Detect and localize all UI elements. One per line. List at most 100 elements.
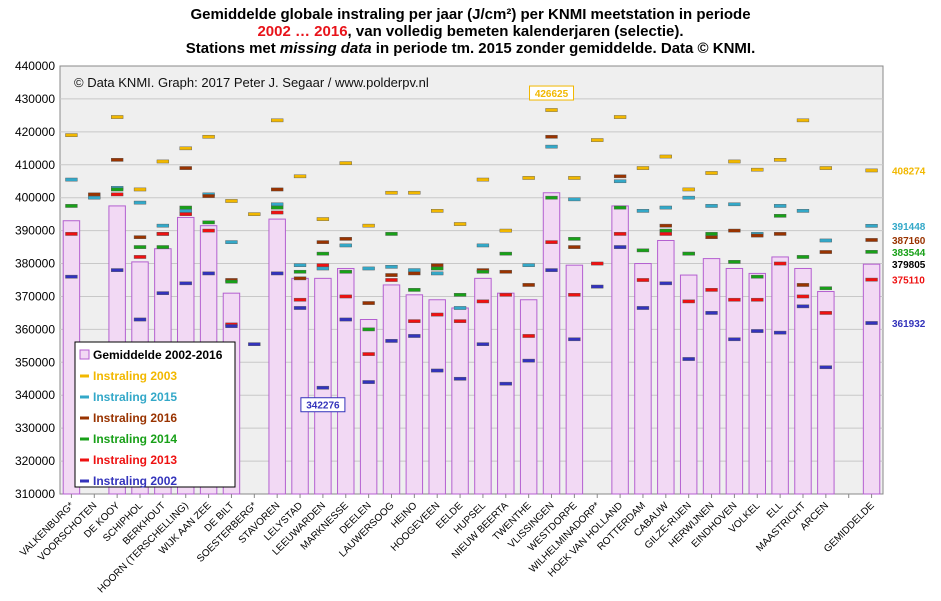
year-mark-2013 bbox=[659, 232, 672, 236]
legend-label: Instraling 2016 bbox=[93, 411, 177, 425]
year-mark-2014 bbox=[271, 205, 284, 210]
chart-title-line-2: 2002 … 2016, van volledig bemeten kalend… bbox=[0, 23, 941, 40]
year-mark-2016 bbox=[705, 235, 718, 240]
legend-label: Instraling 2013 bbox=[93, 453, 177, 467]
year-mark-2015 bbox=[293, 263, 307, 267]
legend-swatch-2003 bbox=[80, 374, 89, 378]
year-mark-2003 bbox=[408, 190, 421, 195]
year-mark-2016 bbox=[316, 240, 330, 244]
year-mark-2002 bbox=[636, 306, 650, 310]
year-mark-2015 bbox=[179, 209, 192, 213]
average-bar bbox=[474, 277, 492, 495]
year-mark-2014 bbox=[819, 286, 832, 291]
year-mark-2013 bbox=[133, 255, 147, 259]
legend-swatch-average bbox=[79, 349, 90, 360]
year-mark-2002 bbox=[865, 321, 878, 325]
year-mark-2002 bbox=[613, 245, 627, 249]
year-mark-2003 bbox=[865, 168, 878, 173]
year-mark-2013 bbox=[751, 297, 764, 302]
year-mark-2013 bbox=[453, 319, 467, 323]
year-mark-2003 bbox=[248, 212, 261, 216]
year-mark-2016 bbox=[202, 194, 215, 198]
value-label: 342276 bbox=[306, 401, 340, 412]
year-mark-2013 bbox=[339, 294, 352, 299]
year-mark-2002 bbox=[316, 385, 330, 390]
year-mark-2014 bbox=[773, 213, 787, 218]
year-mark-2002 bbox=[431, 368, 444, 373]
average-bar bbox=[794, 267, 812, 495]
year-mark-2013 bbox=[499, 293, 512, 297]
year-mark-2015 bbox=[796, 209, 810, 213]
y-tick-label: 370000 bbox=[15, 289, 55, 303]
right-value-label: 375110 bbox=[892, 276, 925, 287]
year-mark-2016 bbox=[545, 134, 558, 139]
average-bar bbox=[565, 264, 584, 495]
year-mark-2013 bbox=[271, 210, 284, 215]
value-labels: 426625 342276 bbox=[300, 85, 575, 413]
year-mark-2003 bbox=[613, 115, 627, 119]
average-bar bbox=[359, 319, 378, 495]
year-mark-2002 bbox=[133, 317, 147, 322]
year-mark-2003 bbox=[362, 223, 375, 228]
year-mark-2013 bbox=[819, 311, 832, 315]
year-mark-2003 bbox=[476, 177, 490, 182]
legend-label: Instraling 2014 bbox=[93, 432, 177, 446]
year-mark-2014 bbox=[225, 279, 238, 284]
legend-swatch-2002 bbox=[80, 479, 89, 483]
average-bar bbox=[337, 267, 355, 495]
year-mark-2003 bbox=[636, 166, 650, 170]
average-bar bbox=[611, 205, 629, 495]
y-tick-label: 310000 bbox=[15, 487, 55, 501]
year-mark-2002 bbox=[499, 381, 512, 386]
year-mark-2015 bbox=[316, 266, 330, 271]
year-mark-2014 bbox=[453, 293, 467, 297]
year-mark-2014 bbox=[179, 205, 192, 210]
year-mark-2014 bbox=[476, 269, 490, 274]
year-mark-2013 bbox=[476, 299, 490, 304]
y-tick-label: 360000 bbox=[15, 322, 55, 336]
year-mark-2014 bbox=[613, 205, 627, 210]
year-mark-2016 bbox=[179, 166, 192, 170]
year-mark-2015 bbox=[613, 179, 627, 184]
year-mark-2002 bbox=[568, 337, 581, 342]
year-mark-2016 bbox=[568, 245, 581, 249]
year-mark-2016 bbox=[659, 223, 672, 228]
year-mark-2016 bbox=[773, 232, 787, 236]
year-mark-2003 bbox=[659, 154, 672, 159]
year-mark-2002 bbox=[476, 342, 490, 347]
year-mark-2013 bbox=[65, 232, 78, 236]
year-mark-2002 bbox=[453, 376, 467, 381]
year-mark-2002 bbox=[65, 274, 78, 279]
year-mark-2002 bbox=[705, 311, 718, 315]
year-mark-2002 bbox=[591, 284, 604, 289]
y-axis: 310000 320000 330000 340000 350000 360000 3700… bbox=[15, 59, 55, 501]
year-mark-2016 bbox=[385, 273, 398, 277]
value-label-box bbox=[300, 397, 346, 413]
year-mark-2013 bbox=[865, 277, 878, 282]
title-line-2-rest: , van volledig bemeten kalenderjaren (se… bbox=[347, 23, 684, 40]
year-mark-2015 bbox=[431, 271, 444, 276]
year-mark-2015 bbox=[705, 204, 718, 208]
year-mark-2002 bbox=[545, 268, 558, 272]
legend-label: Instraling 2003 bbox=[93, 369, 177, 383]
year-mark-2002 bbox=[751, 329, 764, 333]
y-tick-label: 380000 bbox=[15, 257, 55, 271]
chart-credit: © Data KNMI. Graph: 2017 Peter J. Segaar… bbox=[74, 75, 429, 90]
y-tick-label: 320000 bbox=[15, 454, 55, 468]
value-label: 426625 bbox=[535, 89, 569, 100]
year-mark-2013 bbox=[728, 297, 741, 302]
year-mark-2002 bbox=[293, 306, 307, 310]
year-mark-2015 bbox=[659, 205, 672, 210]
year-mark-2015 bbox=[453, 306, 467, 310]
year-mark-2003 bbox=[65, 133, 78, 137]
average-bar bbox=[725, 267, 744, 495]
year-mark-2014 bbox=[202, 220, 215, 225]
year-mark-2003 bbox=[499, 228, 512, 233]
year-mark-2014 bbox=[408, 288, 421, 292]
year-mark-2016 bbox=[819, 250, 832, 254]
year-mark-2016 bbox=[865, 238, 878, 242]
year-mark-2016 bbox=[293, 276, 307, 281]
year-mark-2003 bbox=[385, 190, 398, 195]
year-mark-2003 bbox=[751, 167, 764, 172]
